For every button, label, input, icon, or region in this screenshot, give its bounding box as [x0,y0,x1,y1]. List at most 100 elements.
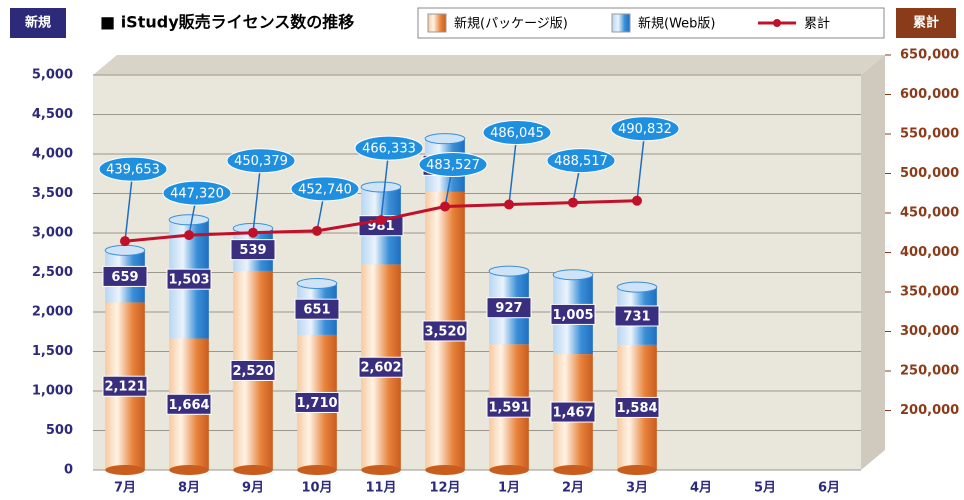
legend-label: 新規(Web版) [638,16,716,32]
legend-swatch [611,13,631,33]
line-point [504,199,514,210]
y2-tick-label: 600,000 [900,87,959,102]
line-point [184,230,194,241]
value-label: 539 [239,243,266,258]
value-label: 731 [623,309,650,324]
value-label: 1,503 [168,273,209,288]
x-tick-label: 12月 [429,481,460,496]
value-label-box [166,393,212,415]
callout [162,180,232,206]
value-label: 447,320 [170,187,224,202]
bar-top [424,133,466,145]
value-label: 927 [495,301,522,316]
y2-tick-label: 450,000 [900,206,959,221]
y-label-box [10,8,66,38]
y-tick-label: 5,000 [32,68,73,83]
value-label-box [486,297,532,319]
value-label-box [102,265,148,287]
value-label: 488,517 [554,154,608,169]
y-tick-label: 3,000 [32,226,73,241]
value-label-box [294,391,340,413]
value-label-box [294,298,340,320]
y-tick-label: 1,000 [32,384,73,399]
bar-top [552,269,594,281]
value-label: 490,832 [618,122,672,137]
value-label: 452,740 [298,182,352,197]
value-label-box [550,401,596,423]
line-point [120,236,130,247]
callout [610,116,680,142]
bar-base [297,465,337,475]
callout [98,156,168,182]
value-label: 659 [111,270,138,285]
value-label: 1,584 [616,401,657,416]
value-label: 1,467 [552,406,593,421]
bar-top [104,244,146,256]
legend-label: 累計 [804,16,830,32]
value-label-box [102,375,148,397]
plot-back-top [93,55,885,75]
plot-side [861,55,885,470]
y-tick-label: 3,500 [32,186,73,201]
value-label-box [486,396,532,418]
callout [418,152,488,178]
x-tick-label: 4月 [690,481,712,496]
line-point [312,225,322,236]
legend-label: 新規(パッケージ版) [454,16,568,32]
value-label-box [614,305,660,327]
y2-tick-label: 650,000 [900,48,959,63]
value-label: 981 [367,219,394,234]
x-tick-label: 8月 [178,481,200,496]
y2-axis-label: 累計 [913,15,939,31]
line-point [440,201,450,212]
value-label: 450,379 [234,154,288,169]
x-tick-label: 10月 [301,481,332,496]
bar-top [360,181,402,193]
y-tick-label: 2,000 [32,305,73,320]
value-label: 1,005 [552,308,593,323]
value-label-box [230,239,276,261]
value-label: 466,333 [362,142,416,157]
value-label: 2,121 [104,380,145,395]
bar-top [296,277,338,289]
value-label: 651 [303,303,330,318]
bar-base [105,465,145,475]
line-point [248,227,258,238]
callout [226,148,296,174]
y-tick-label: 500 [46,423,73,438]
y2-tick-label: 350,000 [900,285,959,300]
bar-base [361,465,401,475]
x-tick-label: 11月 [365,481,396,496]
y-tick-label: 2,500 [32,265,73,280]
x-tick-label: 5月 [754,481,776,496]
x-tick-label: 6月 [818,481,840,496]
y-tick-label: 4,500 [32,107,73,122]
bar-base [617,465,657,475]
callout [546,148,616,174]
legend-swatch [773,19,781,27]
y2-tick-label: 500,000 [900,166,959,181]
y-tick-label: 0 [64,463,73,478]
callout [290,176,360,202]
y-axis-label: 新規 [25,15,51,31]
bar-base [489,465,529,475]
x-tick-label: 1月 [498,481,520,496]
y2-tick-label: 200,000 [900,403,959,418]
y2-tick-label: 550,000 [900,127,959,142]
legend [417,7,885,39]
bar-top [168,214,210,226]
value-label: 483,527 [426,158,480,173]
x-tick-label: 2月 [562,481,584,496]
value-label-box [614,396,660,418]
bar-top [488,265,530,277]
callout [354,135,424,161]
line-point [632,195,642,206]
bar-base [169,465,209,475]
line-point [568,197,578,208]
y2-tick-label: 250,000 [900,364,959,379]
value-label-box [550,303,596,325]
bar-top [616,281,658,293]
bar-base [425,465,465,475]
value-label: 1,664 [168,398,209,413]
